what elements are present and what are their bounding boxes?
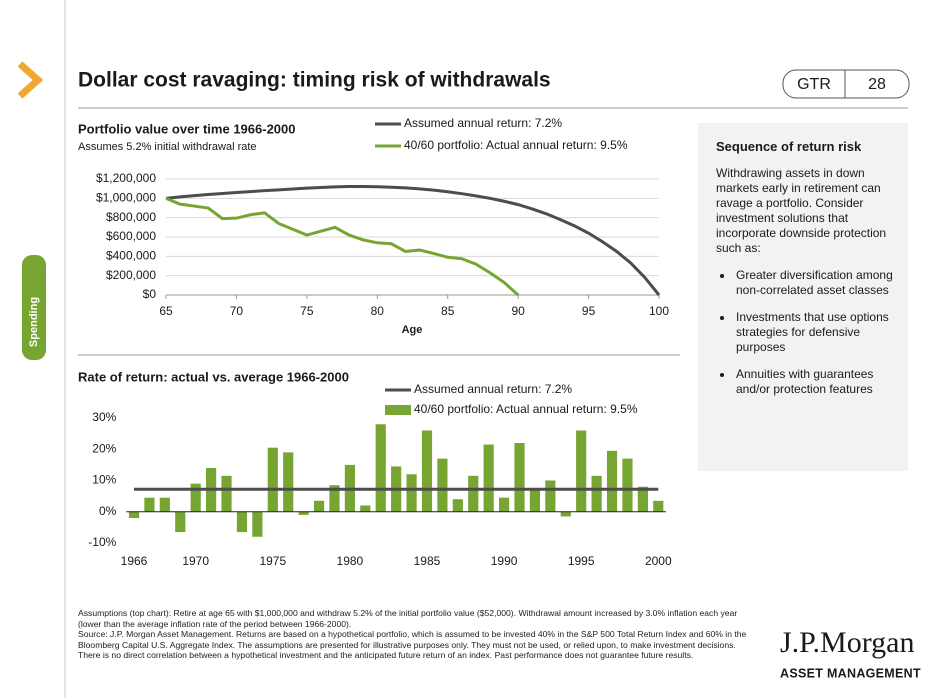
bar bbox=[267, 447, 278, 512]
bar bbox=[313, 500, 325, 512]
y-tick-label: 30% bbox=[92, 410, 116, 424]
x-tick-label: 100 bbox=[649, 304, 669, 318]
bar bbox=[637, 486, 648, 512]
bar bbox=[175, 511, 186, 533]
x-tick-label: 1985 bbox=[414, 554, 441, 568]
bar bbox=[252, 511, 263, 537]
x-tick-label: 1966 bbox=[121, 554, 148, 568]
bar bbox=[159, 497, 170, 512]
y-tick-label: $400,000 bbox=[106, 249, 156, 263]
bar bbox=[653, 500, 664, 512]
x-axis-label: Age bbox=[402, 324, 423, 336]
chart-title: Rate of return: actual vs. average 1966-… bbox=[78, 369, 349, 384]
bar bbox=[622, 458, 633, 512]
y-tick-label: $600,000 bbox=[106, 229, 156, 243]
bar bbox=[468, 475, 479, 512]
x-tick-label: 65 bbox=[159, 304, 173, 318]
page-number: 28 bbox=[868, 76, 886, 93]
y-tick-label: 20% bbox=[92, 441, 116, 455]
logo-tagline: ASSET MANAGEMENT bbox=[780, 666, 921, 680]
bar bbox=[298, 511, 309, 515]
bar bbox=[144, 497, 155, 512]
legend-label: 40/60 portfolio: Actual annual return: 9… bbox=[414, 402, 638, 416]
x-tick-label: 2000 bbox=[645, 554, 672, 568]
bullet: Investments that use options strategies … bbox=[734, 310, 894, 355]
bar bbox=[360, 505, 371, 512]
bullet: Greater diversification among non-correl… bbox=[734, 268, 894, 298]
bar bbox=[560, 511, 571, 517]
y-tick-label: $800,000 bbox=[106, 210, 156, 224]
badge-label: GTR bbox=[797, 76, 831, 93]
x-tick-label: 75 bbox=[300, 304, 314, 318]
legend-label: Assumed annual return: 7.2% bbox=[404, 116, 562, 130]
y-tick-label: $1,000,000 bbox=[96, 191, 156, 205]
bar bbox=[406, 474, 417, 512]
sidebar-text: Withdrawing assets in down markets early… bbox=[716, 166, 887, 255]
line-series bbox=[165, 185, 661, 296]
sidebar-list: Greater diversification among non-correl… bbox=[716, 268, 894, 397]
bar bbox=[375, 424, 386, 512]
footnote: Source: J.P. Morgan Asset Management. Re… bbox=[78, 629, 747, 661]
bar bbox=[421, 430, 433, 512]
y-tick-label: 0% bbox=[99, 504, 117, 518]
section-tab[interactable] bbox=[22, 255, 46, 360]
y-tick-label: $1,200,000 bbox=[96, 171, 156, 185]
y-tick-label: 10% bbox=[92, 473, 116, 487]
x-tick-label: 70 bbox=[230, 304, 244, 318]
line-series bbox=[165, 196, 520, 297]
bar bbox=[329, 485, 340, 512]
sidebar: Sequence of return risk Withdrawing asse… bbox=[698, 123, 908, 471]
chart-title: Portfolio value over time 1966-2000 bbox=[78, 121, 295, 136]
bar bbox=[499, 497, 510, 512]
bar bbox=[437, 458, 448, 512]
x-tick-label: 95 bbox=[582, 304, 596, 318]
bar bbox=[221, 475, 232, 512]
badge bbox=[782, 69, 910, 99]
slide-title: Dollar cost ravaging: timing risk of wit… bbox=[78, 69, 551, 92]
bar bbox=[576, 430, 587, 512]
bar bbox=[514, 443, 525, 512]
chevron-icon bbox=[17, 61, 44, 99]
x-tick-label: 80 bbox=[371, 304, 385, 318]
bar bbox=[529, 488, 541, 512]
legend-label: Assumed annual return: 7.2% bbox=[414, 382, 572, 396]
footnotes: Assumptions (top chart): Retire at age 6… bbox=[78, 608, 758, 661]
x-tick-label: 1990 bbox=[491, 554, 518, 568]
x-tick-label: 85 bbox=[441, 304, 455, 318]
bar bbox=[606, 450, 618, 512]
sidebar-title: Sequence of return risk bbox=[716, 139, 862, 154]
tab-label: Spending bbox=[28, 297, 40, 347]
x-tick-label: 90 bbox=[511, 304, 525, 318]
bullet: Annuities with guarantees and/or protect… bbox=[734, 367, 894, 397]
logo: J.P.Morgan bbox=[780, 626, 914, 659]
x-tick-label: 1975 bbox=[259, 554, 286, 568]
bar bbox=[236, 511, 248, 533]
bar bbox=[545, 480, 556, 512]
bar bbox=[128, 511, 140, 518]
bar bbox=[591, 475, 602, 512]
legend-swatch bbox=[385, 405, 411, 415]
y-tick-label: $0 bbox=[143, 287, 157, 301]
footnote: Assumptions (top chart): Retire at age 6… bbox=[78, 608, 738, 629]
legend-label: 40/60 portfolio: Actual annual return: 9… bbox=[404, 138, 628, 152]
bar bbox=[483, 444, 494, 512]
bar bbox=[452, 499, 463, 512]
bar bbox=[190, 483, 201, 512]
y-tick-label: $200,000 bbox=[106, 268, 156, 282]
y-tick-label: -10% bbox=[88, 535, 116, 549]
x-tick-label: 1980 bbox=[337, 554, 364, 568]
x-tick-label: 1995 bbox=[568, 554, 595, 568]
chart-subtitle: Assumes 5.2% initial withdrawal rate bbox=[78, 141, 257, 153]
x-tick-label: 1970 bbox=[182, 554, 209, 568]
bar bbox=[283, 452, 294, 512]
